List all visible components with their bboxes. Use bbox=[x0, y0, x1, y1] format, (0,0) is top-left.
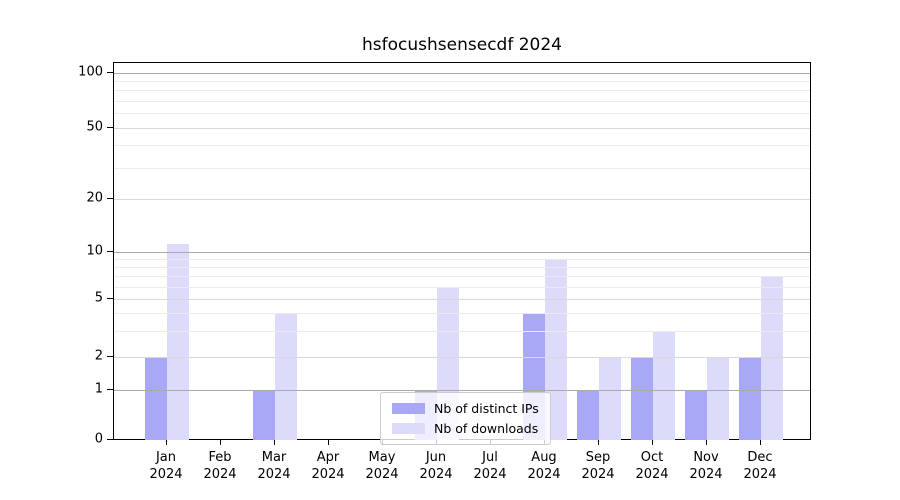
minor-gridline bbox=[114, 313, 810, 315]
legend-item-downloads: Nb of downloads bbox=[392, 418, 539, 438]
x-tick bbox=[652, 440, 653, 445]
bar-distinct-ips-jan bbox=[145, 357, 167, 440]
x-tick-label-apr: Apr 2024 bbox=[311, 450, 345, 482]
bar-distinct-ips-sep bbox=[577, 389, 599, 440]
x-tick-label-jul: Jul 2024 bbox=[473, 450, 507, 482]
y-tick-label: 50 bbox=[86, 119, 103, 135]
bar-downloads-jan bbox=[167, 244, 189, 440]
plot-area bbox=[113, 62, 811, 440]
labeled-minor-gridline bbox=[114, 299, 810, 300]
y-tick bbox=[107, 438, 113, 440]
bar-distinct-ips-nov bbox=[685, 389, 707, 440]
x-tick bbox=[220, 440, 221, 445]
minor-gridline bbox=[114, 113, 810, 115]
y-tick bbox=[107, 250, 113, 252]
minor-gridline bbox=[114, 275, 810, 277]
x-tick bbox=[598, 440, 599, 445]
y-tick-label: 2 bbox=[94, 348, 103, 364]
y-tick bbox=[107, 298, 113, 299]
y-tick-label: 10 bbox=[86, 243, 103, 258]
y-tick bbox=[107, 127, 113, 128]
x-tick-label-nov: Nov 2024 bbox=[689, 450, 723, 482]
minor-gridline bbox=[114, 145, 810, 147]
x-tick bbox=[706, 440, 707, 445]
bar-distinct-ips-dec bbox=[739, 357, 761, 440]
y-tick bbox=[107, 388, 113, 390]
minor-gridline bbox=[114, 266, 810, 268]
major-gridline bbox=[114, 251, 810, 253]
minor-gridline bbox=[114, 80, 810, 82]
labeled-minor-gridline bbox=[114, 128, 810, 129]
x-tick bbox=[328, 440, 329, 445]
x-tick-label-aug: Aug 2024 bbox=[527, 450, 561, 482]
x-tick bbox=[760, 440, 761, 445]
labeled-minor-gridline bbox=[114, 199, 810, 200]
legend-label-distinct-ips: Nb of distinct IPs bbox=[434, 400, 539, 416]
x-tick-label-may: May 2024 bbox=[365, 450, 399, 482]
legend: Nb of distinct IPs Nb of downloads bbox=[380, 392, 551, 445]
minor-gridline bbox=[114, 258, 810, 260]
legend-swatch-distinct-ips bbox=[392, 402, 425, 414]
minor-gridline bbox=[114, 101, 810, 103]
bar-distinct-ips-oct bbox=[631, 357, 653, 440]
x-tick-label-jan: Jan 2024 bbox=[149, 450, 183, 482]
legend-label-downloads: Nb of downloads bbox=[434, 420, 539, 436]
major-gridline bbox=[114, 72, 810, 74]
bar-downloads-nov bbox=[707, 357, 729, 440]
labeled-minor-gridline bbox=[114, 357, 810, 358]
bar-distinct-ips-mar bbox=[253, 389, 275, 440]
bar-downloads-mar bbox=[275, 313, 297, 440]
minor-gridline bbox=[114, 90, 810, 92]
y-tick-label: 1 bbox=[94, 381, 103, 396]
minor-gridline bbox=[114, 286, 810, 288]
y-tick bbox=[107, 198, 113, 199]
x-tick-label-jun: Jun 2024 bbox=[419, 450, 453, 482]
legend-swatch-downloads bbox=[392, 422, 425, 434]
x-tick-label-sep: Sep 2024 bbox=[581, 450, 615, 482]
major-gridline bbox=[114, 389, 810, 391]
bar-downloads-sep bbox=[599, 357, 621, 440]
y-tick-label: 0 bbox=[94, 431, 103, 446]
y-tick-label: 5 bbox=[94, 290, 103, 306]
chart-title: hsfocushsensecdf 2024 bbox=[362, 35, 562, 55]
y-tick bbox=[107, 356, 113, 357]
legend-item-distinct-ips: Nb of distinct IPs bbox=[392, 398, 539, 418]
x-tick bbox=[274, 440, 275, 445]
bar-downloads-oct bbox=[653, 331, 675, 440]
x-tick-label-feb: Feb 2024 bbox=[203, 450, 237, 482]
x-tick-label-mar: Mar 2024 bbox=[257, 450, 291, 482]
minor-gridline bbox=[114, 331, 810, 333]
x-tick-label-oct: Oct 2024 bbox=[635, 450, 669, 482]
y-tick bbox=[107, 71, 113, 73]
y-tick-label: 20 bbox=[86, 190, 103, 206]
x-tick bbox=[166, 440, 167, 445]
x-tick-label-dec: Dec 2024 bbox=[743, 450, 777, 482]
y-tick-label: 100 bbox=[78, 64, 103, 79]
minor-gridline bbox=[114, 167, 810, 169]
